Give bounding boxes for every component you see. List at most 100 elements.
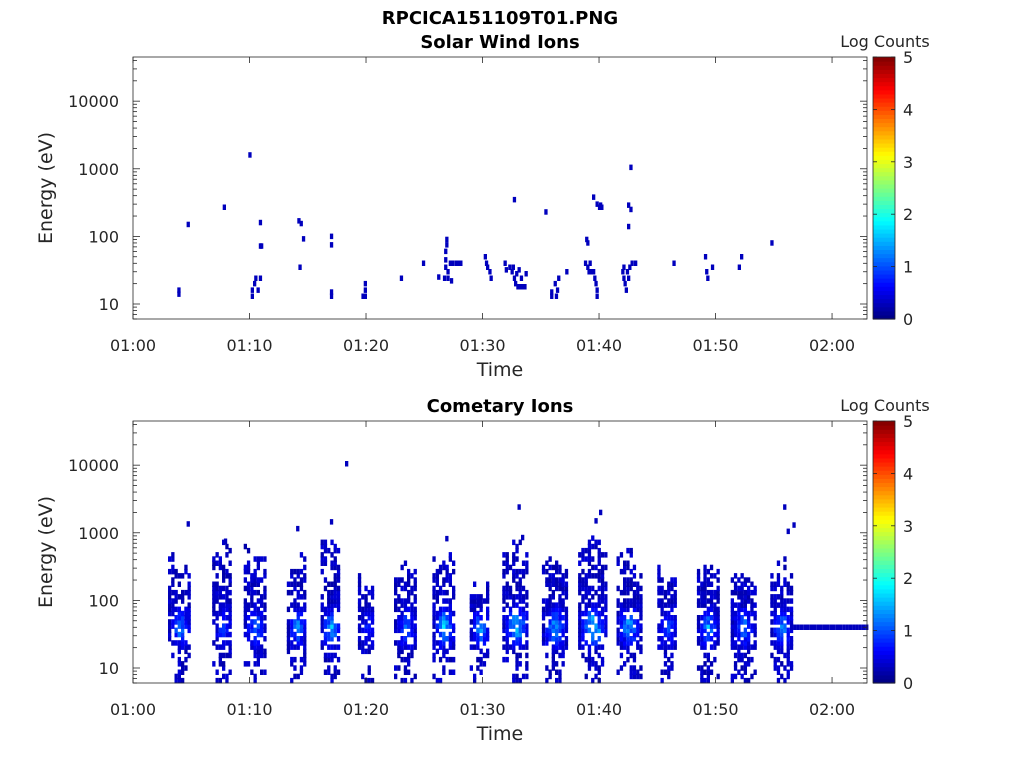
data-cell	[786, 669, 790, 675]
data-cell	[518, 631, 522, 638]
data-cell	[336, 598, 341, 604]
data-cell	[555, 623, 559, 629]
data-cell	[435, 573, 439, 579]
data-cell	[410, 615, 414, 621]
data-cell	[525, 640, 529, 646]
data-cell	[730, 644, 734, 650]
data-cell	[299, 568, 304, 575]
data-cell	[403, 585, 408, 592]
data-cell	[370, 644, 375, 650]
data-cell	[225, 585, 229, 592]
data-cell	[551, 623, 555, 629]
data-cell	[629, 547, 633, 554]
data-cell	[323, 656, 328, 663]
data-cell	[168, 619, 172, 625]
data-cell	[657, 568, 661, 575]
data-cell	[263, 627, 267, 634]
data-cell	[448, 640, 452, 646]
colorbar-swatch	[873, 482, 895, 488]
data-cell	[473, 673, 477, 680]
colorbar-swatch	[873, 138, 895, 144]
data-cell	[442, 560, 446, 566]
data-cell	[561, 648, 565, 655]
data-cell	[435, 627, 439, 634]
colorbar-swatch	[873, 437, 895, 443]
data-cell	[551, 615, 555, 621]
data-cell	[587, 560, 592, 566]
data-cell	[587, 598, 592, 604]
colorbar-swatch	[873, 298, 895, 304]
data-cell	[600, 594, 605, 600]
data-cell	[290, 640, 294, 646]
data-cell	[773, 665, 777, 671]
data-cell	[561, 581, 565, 587]
data-cell	[545, 627, 549, 634]
data-cell	[753, 640, 757, 646]
colorbar-swatch	[873, 241, 895, 246]
data-cell	[639, 644, 643, 650]
data-cell	[619, 636, 624, 642]
colorbar-swatch	[873, 592, 895, 598]
data-cell	[747, 598, 751, 604]
data-cell	[564, 636, 569, 642]
colorbar-swatch	[873, 77, 895, 83]
data-cell	[177, 640, 181, 646]
data-cell	[709, 669, 714, 675]
data-cell	[253, 652, 257, 659]
data-cell	[323, 610, 328, 617]
data-cell	[555, 581, 559, 587]
data-cell	[541, 627, 546, 634]
data-cell	[776, 619, 781, 625]
data-cell	[558, 677, 562, 684]
data-cell	[303, 623, 307, 629]
data-cell	[397, 665, 401, 671]
colorbar-swatch	[873, 564, 895, 569]
data-cell	[410, 644, 414, 650]
data-cell	[747, 677, 751, 684]
data-cell	[445, 636, 449, 642]
data-cell	[632, 652, 637, 659]
data-cell	[696, 623, 701, 629]
colorbar-swatch	[873, 163, 895, 169]
data-cell	[709, 598, 714, 604]
data-cell	[597, 539, 601, 546]
data-cell	[706, 598, 710, 604]
data-cell	[364, 585, 368, 592]
data-cell	[502, 594, 506, 600]
data-cell	[505, 589, 509, 596]
data-cell	[632, 631, 637, 638]
data-cell	[407, 568, 411, 575]
data-cell	[564, 568, 569, 575]
data-cell	[597, 602, 601, 608]
data-cell	[541, 623, 546, 629]
data-cell	[171, 652, 175, 659]
data-cell	[616, 598, 620, 604]
data-cell	[525, 560, 529, 566]
data-cell	[604, 606, 608, 613]
data-cell	[773, 606, 777, 613]
data-cell	[663, 631, 668, 638]
data-cell	[320, 560, 324, 566]
data-cell	[438, 589, 443, 596]
data-cell	[212, 585, 216, 592]
data-cell	[730, 598, 734, 604]
data-cell	[663, 640, 668, 646]
data-cell	[505, 627, 509, 634]
data-cell	[486, 594, 490, 600]
data-cell	[452, 644, 456, 650]
data-cell	[512, 539, 516, 546]
cometary-plot-frame	[132, 420, 868, 684]
data-cell	[413, 615, 417, 621]
data-cell	[218, 656, 222, 663]
data-cell	[512, 573, 516, 579]
data-cell	[407, 631, 411, 638]
data-cell	[670, 623, 674, 629]
data-cell	[561, 627, 565, 634]
data-cell	[555, 564, 559, 571]
data-cell	[243, 623, 247, 629]
data-cell	[250, 640, 254, 646]
colorbar-swatch	[873, 678, 895, 684]
data-cell	[512, 623, 516, 629]
cometary-ylabel: Energy (eV)	[35, 496, 57, 608]
data-cell	[296, 602, 300, 608]
